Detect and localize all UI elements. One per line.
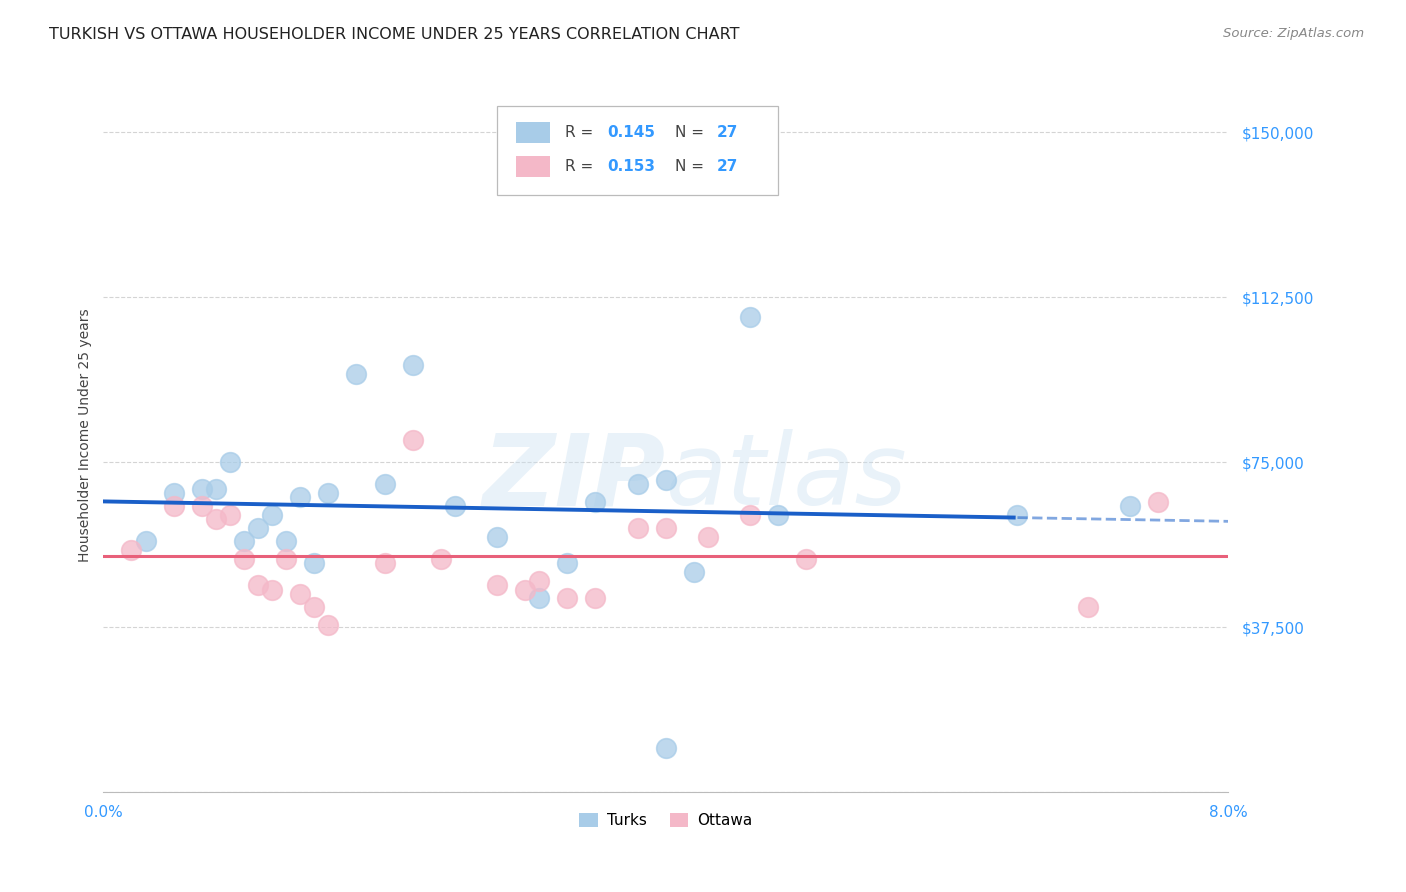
Point	[515, 582, 537, 597]
Point	[1118, 499, 1140, 513]
Text: Source: ZipAtlas.com: Source: ZipAtlas.com	[1223, 27, 1364, 40]
Point	[654, 741, 676, 756]
Point	[444, 499, 467, 513]
Point	[374, 557, 396, 571]
FancyBboxPatch shape	[498, 106, 778, 195]
Point	[627, 521, 650, 535]
Point	[219, 508, 242, 522]
Point	[430, 552, 453, 566]
Point	[262, 508, 284, 522]
Point	[682, 565, 704, 579]
Point	[738, 310, 761, 324]
Text: 27: 27	[716, 125, 738, 140]
Point	[696, 530, 718, 544]
Point	[529, 574, 551, 588]
Bar	[516, 121, 550, 144]
Point	[766, 508, 789, 522]
Point	[233, 534, 256, 549]
Text: N =: N =	[675, 160, 709, 174]
Point	[529, 591, 551, 606]
Text: 0.153: 0.153	[607, 160, 655, 174]
Text: 0.145: 0.145	[607, 125, 655, 140]
Point	[585, 591, 607, 606]
Point	[1005, 508, 1028, 522]
Point	[486, 578, 509, 592]
Point	[121, 543, 143, 558]
Point	[304, 600, 326, 615]
Point	[191, 482, 214, 496]
Point	[557, 557, 579, 571]
Point	[1076, 600, 1098, 615]
Point	[654, 473, 676, 487]
Point	[1146, 495, 1168, 509]
Y-axis label: Householder Income Under 25 years: Householder Income Under 25 years	[79, 308, 93, 561]
Point	[304, 557, 326, 571]
Point	[585, 495, 607, 509]
Point	[318, 618, 340, 632]
Point	[191, 499, 214, 513]
Text: 27: 27	[716, 160, 738, 174]
Point	[276, 534, 298, 549]
Legend: Turks, Ottawa: Turks, Ottawa	[574, 807, 758, 834]
Point	[290, 587, 312, 601]
Text: ZIP: ZIP	[482, 429, 665, 526]
Point	[318, 486, 340, 500]
Point	[346, 368, 368, 382]
Point	[627, 477, 650, 491]
Text: atlas: atlas	[665, 429, 907, 526]
Point	[486, 530, 509, 544]
Point	[654, 521, 676, 535]
Point	[374, 477, 396, 491]
Point	[738, 508, 761, 522]
Point	[290, 491, 312, 505]
Point	[135, 534, 157, 549]
Point	[163, 486, 186, 500]
Point	[219, 455, 242, 469]
Point	[262, 582, 284, 597]
Point	[557, 591, 579, 606]
Text: TURKISH VS OTTAWA HOUSEHOLDER INCOME UNDER 25 YEARS CORRELATION CHART: TURKISH VS OTTAWA HOUSEHOLDER INCOME UND…	[49, 27, 740, 42]
Point	[205, 512, 228, 526]
Point	[247, 578, 270, 592]
Point	[402, 359, 425, 373]
Point	[233, 552, 256, 566]
Point	[402, 433, 425, 447]
Point	[247, 521, 270, 535]
Text: R =: R =	[565, 160, 598, 174]
Point	[205, 482, 228, 496]
Point	[276, 552, 298, 566]
Point	[794, 552, 817, 566]
Text: R =: R =	[565, 125, 598, 140]
Text: N =: N =	[675, 125, 709, 140]
Bar	[516, 156, 550, 178]
Point	[163, 499, 186, 513]
